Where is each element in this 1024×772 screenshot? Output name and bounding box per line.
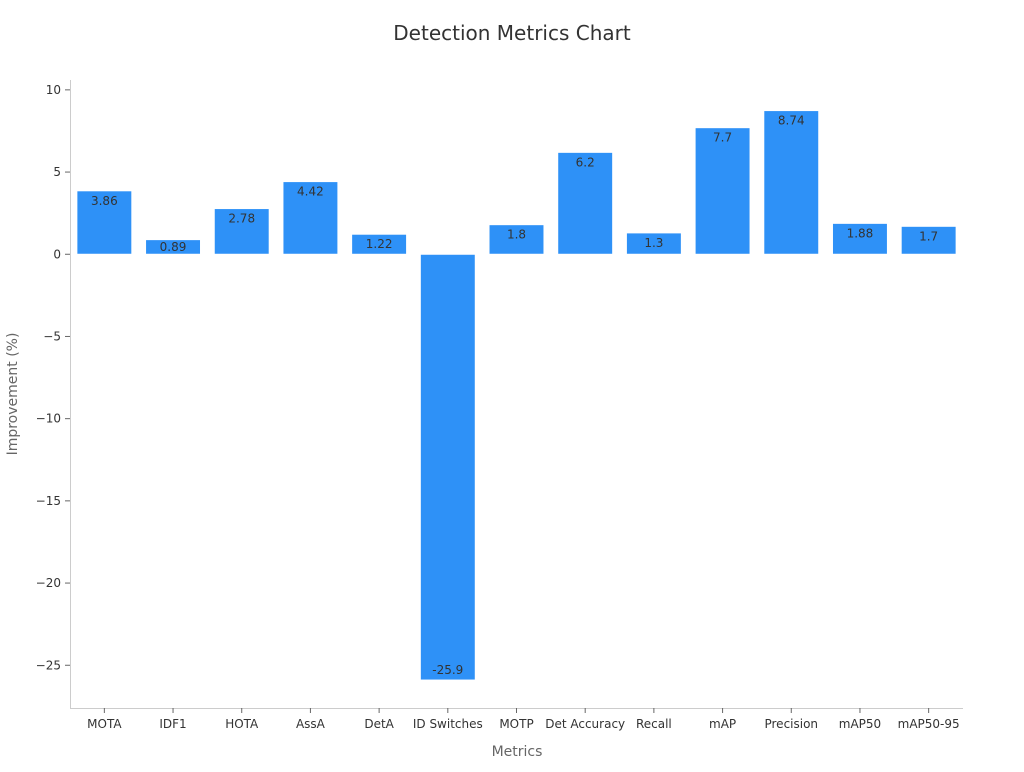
chart-title: Detection Metrics Chart [393,21,631,45]
bar-mota [76,190,133,255]
y-tick-label: −20 [36,576,61,590]
data-label: 1.7 [919,229,938,243]
data-label: 1.8 [507,228,526,242]
y-tick-label: 5 [53,165,61,179]
data-label: 0.89 [160,240,187,254]
y-tick-label: −15 [36,494,61,508]
y-tick-label: 0 [53,247,61,261]
x-tick-label: HOTA [225,717,259,731]
bars [76,110,957,681]
data-label: 8.74 [778,114,805,128]
data-label: 2.78 [228,212,255,226]
y-tick-label: −25 [36,658,61,672]
y-tick-label: −10 [36,412,61,426]
x-tick-label: Precision [764,717,818,731]
x-tick-label: AssA [296,717,326,731]
x-tick-label: mAP50 [839,717,881,731]
data-label: 1.22 [366,237,393,251]
bar-id-switches [419,253,476,681]
x-tick-label: Det Accuracy [545,717,625,731]
x-axis-ticks: MOTA IDF1 HOTA AssA DetA ID Switches MOTP Det A… [87,708,960,731]
data-label: 7.7 [713,131,732,145]
data-labels: 3.86 0.89 2.78 4.42 1.22 -25.9 1.8 6.2 1.3 7.7 8.7… [91,114,938,677]
bar-idf1 [145,239,202,255]
bar-motp [488,224,545,255]
data-label: 3.86 [91,194,118,208]
data-label: 1.88 [847,226,874,240]
x-tick-label: MOTA [87,717,122,731]
data-label: 6.2 [576,155,595,169]
x-tick-label: mAP [709,717,736,731]
bar-map [694,127,751,255]
y-axis-label: Improvement (%) [5,333,21,456]
bar-precision [763,110,820,255]
data-label: -25.9 [432,663,463,677]
bar-deta [351,233,408,255]
x-tick-label: Recall [636,717,672,731]
x-tick-label: MOTP [499,717,533,731]
y-tick-label: −5 [43,329,61,343]
bar-det-accuracy [557,151,614,255]
y-axis-ticks: 10 5 0 −5 −10 −15 −20 −25 [36,83,70,672]
data-label: 1.3 [644,236,663,250]
x-tick-label: DetA [364,717,394,731]
x-tick-label: ID Switches [413,717,483,731]
data-label: 4.42 [297,185,324,199]
y-tick-label: 10 [46,83,61,97]
bar-recall [625,232,682,255]
x-axis-label: Metrics [492,744,543,760]
bar-hota [213,208,270,255]
x-tick-label: IDF1 [159,717,186,731]
bar-map50 [831,222,888,255]
bar-map50-95 [900,225,957,255]
x-tick-label: mAP50-95 [898,717,960,731]
bar-assa [282,181,339,255]
